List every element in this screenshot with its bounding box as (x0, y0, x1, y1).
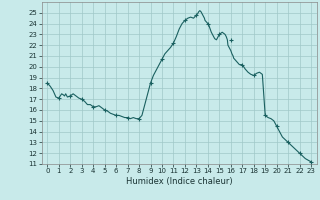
X-axis label: Humidex (Indice chaleur): Humidex (Indice chaleur) (126, 177, 233, 186)
